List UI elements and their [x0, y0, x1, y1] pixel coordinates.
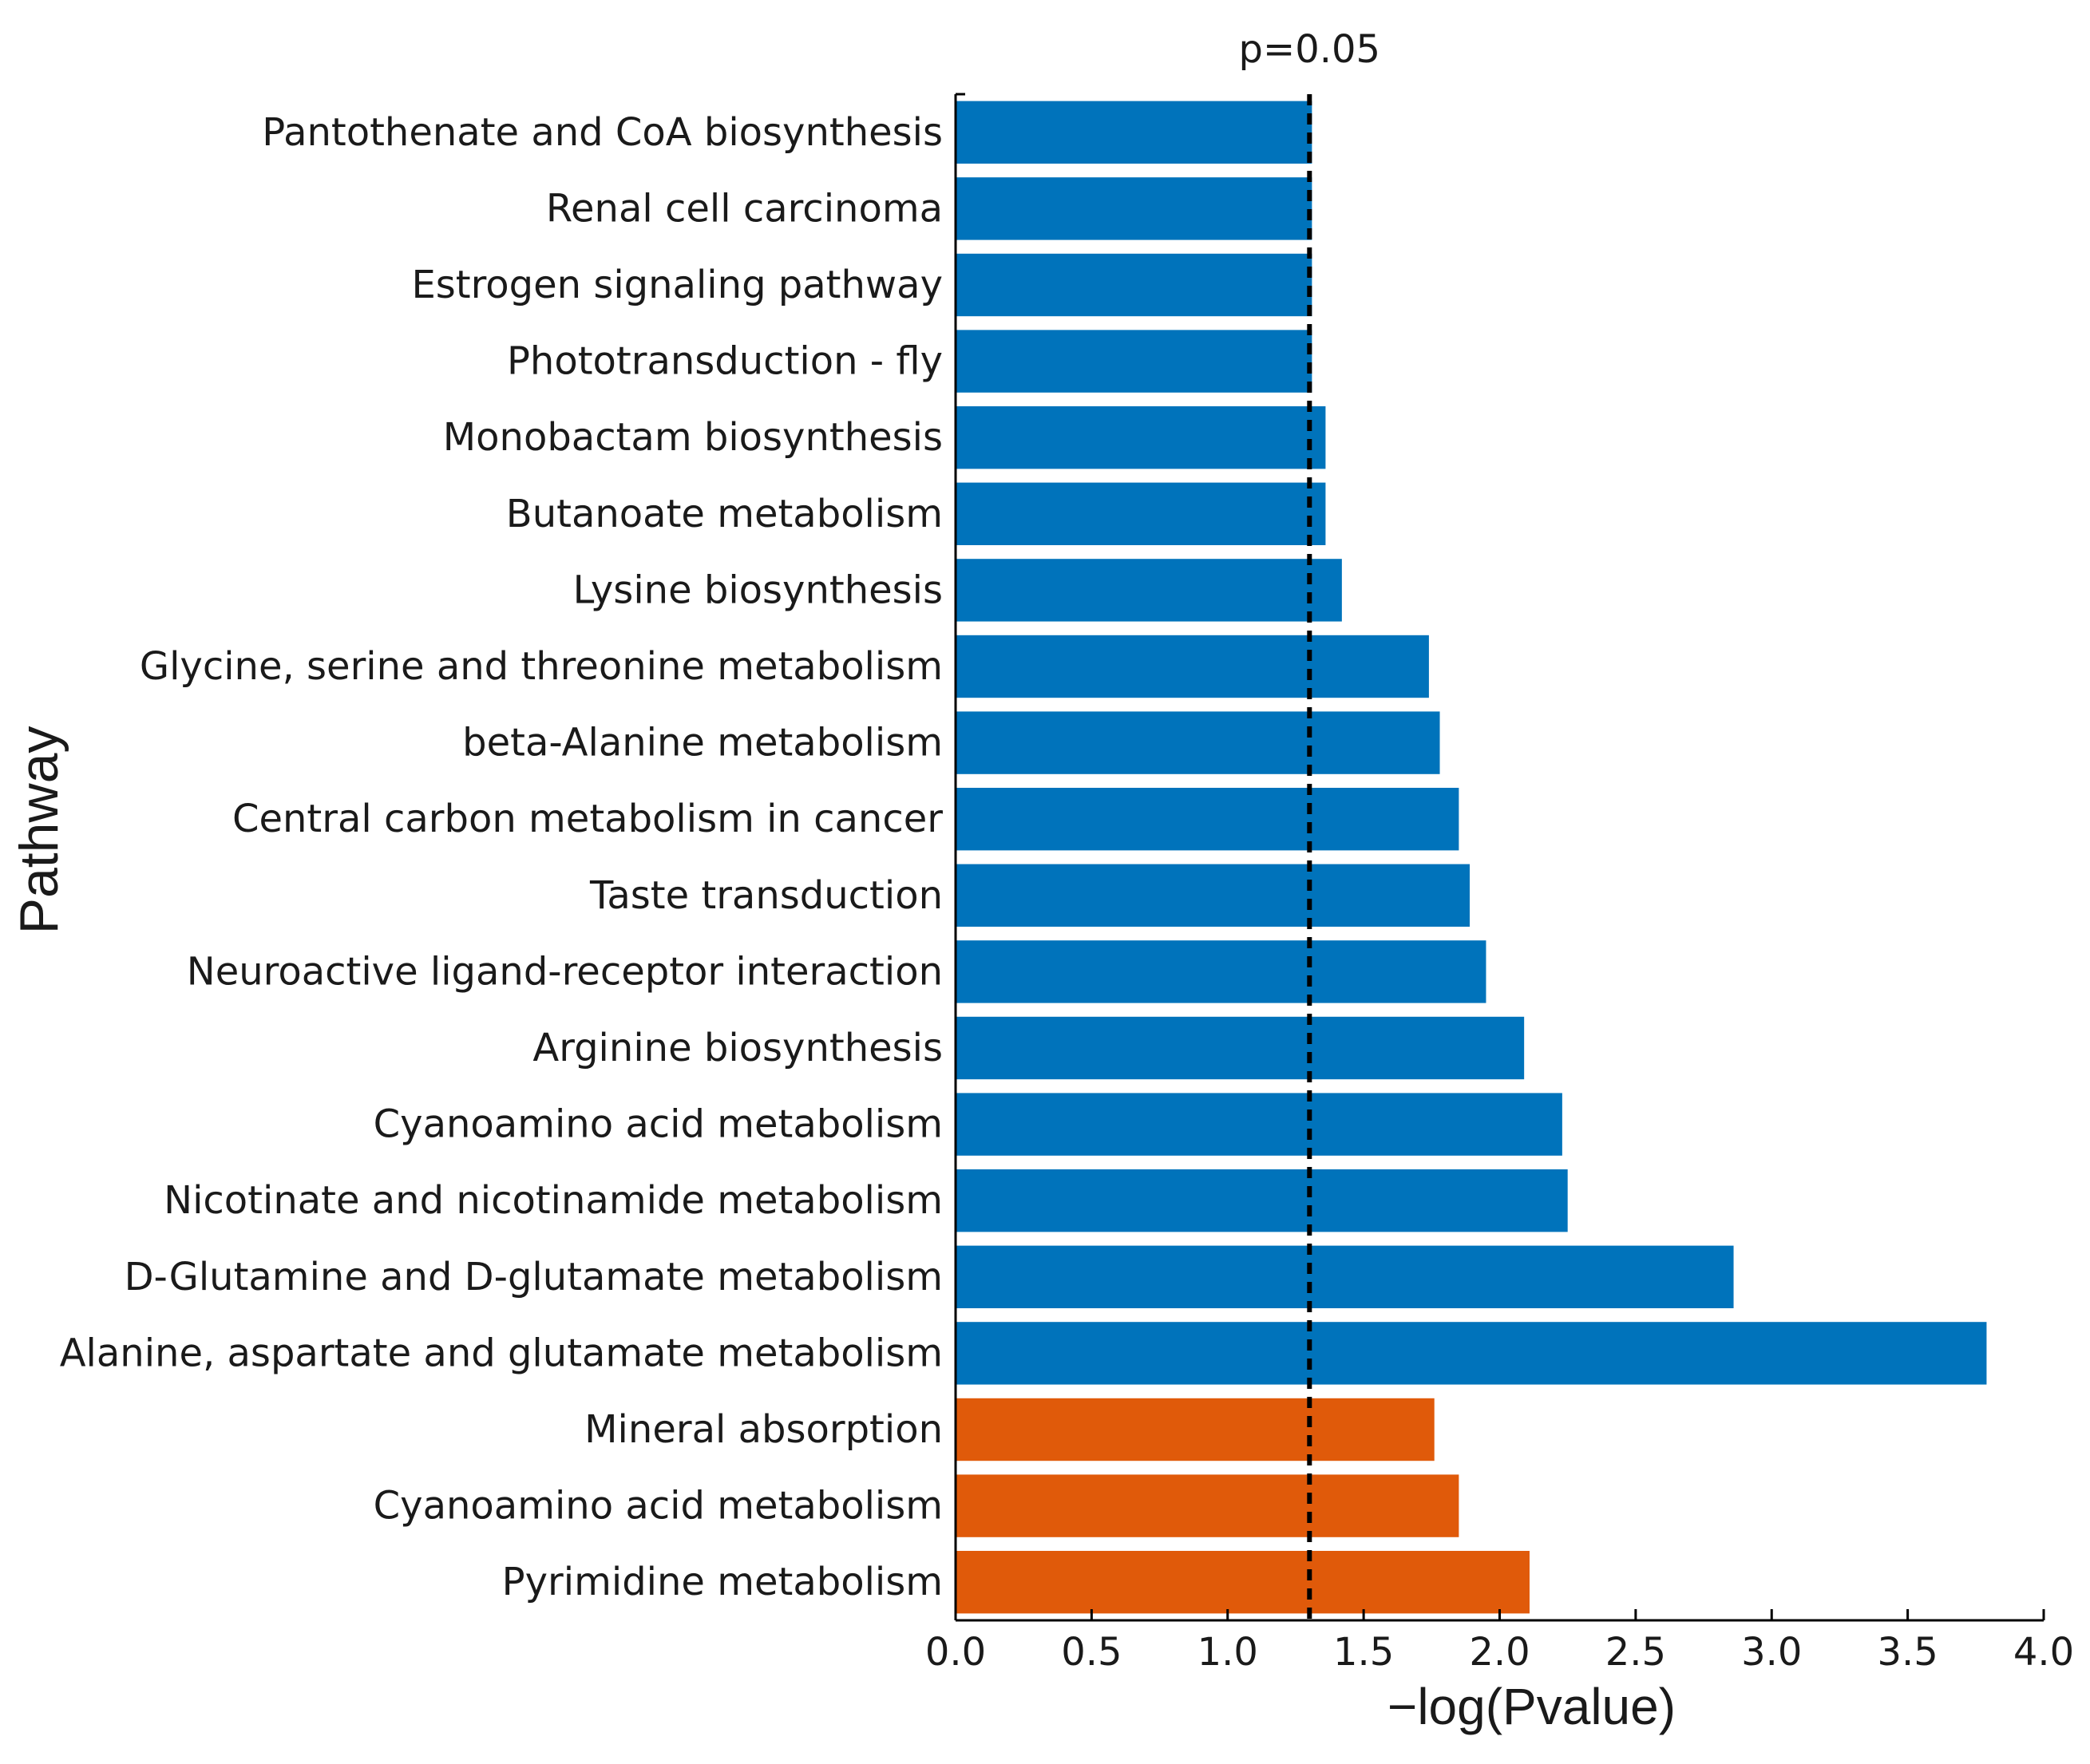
pathway-label: Pyrimidine metabolism	[502, 1560, 943, 1604]
bar	[956, 101, 1312, 164]
bar	[956, 1398, 1435, 1461]
bar	[956, 482, 1326, 545]
x-tick-label: 0.0	[925, 1630, 986, 1675]
pathway-label: Butanoate metabolism	[506, 492, 943, 536]
pathway-label: Neuroactive ligand-receptor interaction	[187, 949, 943, 994]
pathway-label: Renal cell carcinoma	[546, 186, 943, 231]
bar	[956, 1322, 1987, 1385]
bar	[956, 330, 1312, 393]
pathway-label: Nicotinate and nicotinamide metabolism	[164, 1178, 943, 1223]
bar	[956, 253, 1312, 317]
pathway-label: Pantothenate and CoA biosynthesis	[262, 110, 943, 155]
bar	[956, 1551, 1530, 1614]
bar	[956, 559, 1342, 622]
bar	[956, 864, 1471, 927]
x-tick-label: 0.5	[1061, 1630, 1122, 1675]
pathway-label: D-Glutamine and D-glutamate metabolism	[125, 1255, 943, 1299]
pathway-label: Glycine, serine and threonine metabolism	[140, 644, 943, 689]
x-tick-label: 3.0	[1741, 1630, 1802, 1675]
bar	[956, 1245, 1734, 1308]
pathway-label: Mineral absorption	[584, 1407, 943, 1452]
pathway-label: Lysine biosynthesis	[573, 568, 943, 612]
x-tick-label: 3.5	[1877, 1630, 1938, 1675]
pathway-label: beta-Alanine metabolism	[462, 721, 943, 765]
axes-group	[954, 93, 2044, 1622]
pathway-label: Cyanoamino acid metabolism	[374, 1102, 943, 1147]
bars-group	[956, 101, 1987, 1614]
pathway-label: Alanine, aspartate and glutamate metabol…	[60, 1331, 943, 1375]
threshold-label: p=0.05	[1239, 27, 1381, 72]
bar	[956, 1016, 1525, 1080]
x-tick-label: 2.5	[1605, 1630, 1666, 1675]
bar	[956, 711, 1440, 774]
pathway-labels-group: Pantothenate and CoA biosynthesis Renal c…	[60, 110, 944, 1604]
bar	[956, 1093, 1562, 1156]
pathway-label: Cyanoamino acid metabolism	[374, 1484, 943, 1529]
x-axis-title: −log(Pvalue)	[1387, 1678, 1676, 1735]
pathway-label: Central carbon metabolism in cancer	[232, 797, 943, 841]
x-tick-label: 4.0	[2013, 1630, 2074, 1675]
pathway-label: Estrogen signaling pathway	[411, 263, 943, 307]
bar	[956, 1169, 1568, 1232]
bar	[956, 635, 1429, 698]
y-axis-title: Pathway	[9, 726, 69, 935]
pathway-label: Monobactam biosynthesis	[443, 415, 943, 460]
bar	[956, 177, 1312, 240]
bar	[956, 406, 1326, 469]
bar	[956, 1474, 1459, 1537]
bar	[956, 940, 1486, 1003]
bar	[956, 788, 1459, 851]
pathway-label: Arginine biosynthesis	[532, 1026, 943, 1070]
ticks-group: 0.0 0.5 1.0 1.5 2.0 2.5 3.0 3.5 4.0	[925, 1609, 2074, 1675]
x-tick-label: 1.0	[1197, 1630, 1258, 1675]
x-tick-label: 1.5	[1333, 1630, 1394, 1675]
pathway-label: Phototransduction - fly	[507, 339, 943, 384]
pathway-label: Taste transduction	[589, 873, 943, 918]
x-tick-label: 2.0	[1469, 1630, 1530, 1675]
